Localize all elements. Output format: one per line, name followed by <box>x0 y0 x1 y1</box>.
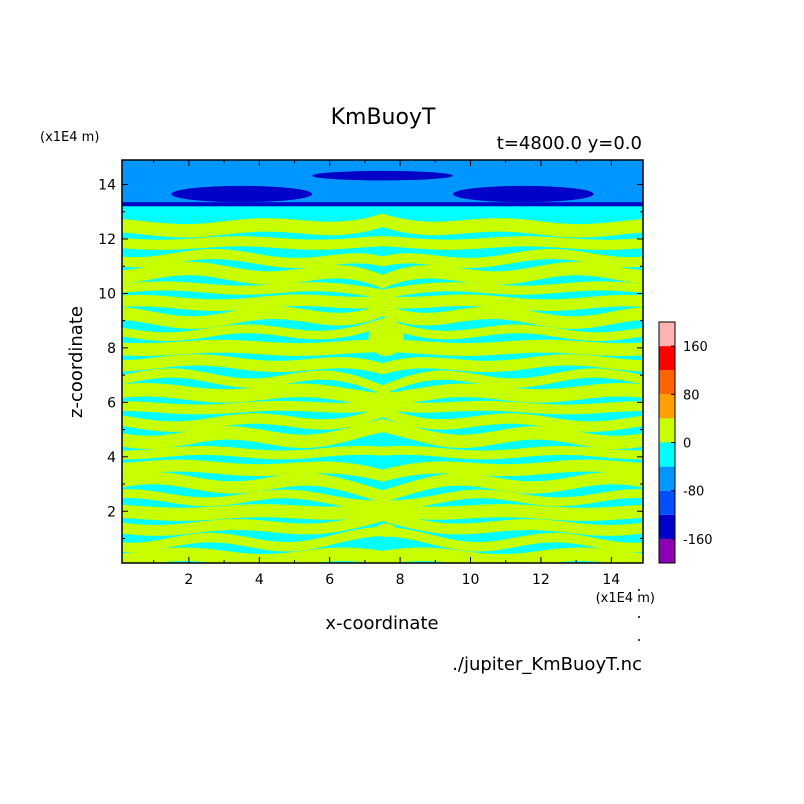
dot-marker <box>638 639 640 641</box>
heatmap-streak <box>122 526 643 553</box>
heatmap-band <box>122 202 643 207</box>
colorbar-swatch <box>659 322 675 347</box>
heatmap-streak <box>122 445 643 460</box>
heatmap-streak <box>122 459 643 482</box>
colorbar-swatch <box>659 514 675 539</box>
heatmap-streak <box>122 354 643 375</box>
colorbar-swatch <box>659 346 675 371</box>
colorbar-swatch <box>659 370 675 395</box>
colorbar-tick-label: 80 <box>683 388 700 403</box>
colorbar-tick-label: 0 <box>683 437 691 452</box>
heatmap-streak <box>122 303 643 329</box>
heatmap-blob <box>375 523 397 538</box>
x-tick-label: 8 <box>396 572 405 588</box>
x-tick-label: 4 <box>255 572 264 588</box>
source-filename: ./jupiter_KmBuoyT.nc <box>452 654 642 675</box>
heatmap-blob <box>368 317 404 357</box>
y-axis-unit: (x1E4 m) <box>40 130 99 145</box>
colorbar-swatch <box>659 538 675 563</box>
heatmap-streak <box>122 489 643 510</box>
x-axis-label: x-coordinate <box>325 613 438 634</box>
heatmap-streak <box>122 294 643 311</box>
y-tick-label: 2 <box>107 504 116 520</box>
heatmap-lens <box>171 185 313 203</box>
heatmap-streak <box>122 547 643 563</box>
heatmap-streak <box>122 213 643 238</box>
x-axis: 2 4 6 8 10 12 14 <box>153 160 620 588</box>
colorbar: 160 80 0 -80 -160 <box>658 321 713 564</box>
colorbar-tick-label: -80 <box>683 485 704 500</box>
y-tick-label: 10 <box>98 286 116 302</box>
plot-frame <box>121 159 644 564</box>
heatmap-lens <box>452 185 594 203</box>
heatmap-streak <box>122 261 643 289</box>
heatmap-streak <box>122 501 643 521</box>
x-tick-label: 12 <box>532 572 550 588</box>
heatmap-streak <box>122 472 643 503</box>
colorbar-swatch <box>659 394 675 419</box>
y-tick-label: 6 <box>107 395 116 411</box>
colorbar-swatch <box>659 418 675 443</box>
x-tick-label: 2 <box>184 572 193 588</box>
heatmap-lens <box>312 170 453 181</box>
x-tick-label: 14 <box>602 572 620 588</box>
x-tick-label: 6 <box>325 572 334 588</box>
heatmap-streak <box>122 510 643 536</box>
heatmap-streak <box>122 236 643 250</box>
y-tick-label: 4 <box>107 450 116 466</box>
heatmap-streak <box>122 418 643 450</box>
heatmap-streak <box>122 368 643 395</box>
y-tick-label: 8 <box>107 341 116 357</box>
y-axis-label: z-coordinate <box>66 306 87 418</box>
x-tick-label: 10 <box>462 572 480 588</box>
y-tick-label: 14 <box>98 178 116 194</box>
colorbar-swatch <box>659 466 675 491</box>
colorbar-tick-label: -160 <box>683 533 713 548</box>
y-tick-label: 12 <box>98 232 116 248</box>
dot-marker <box>638 616 640 618</box>
plot-area <box>122 160 643 563</box>
chart-title: KmBuoyT <box>331 105 436 130</box>
chart-subtitle: t=4800.0 y=0.0 <box>497 133 642 154</box>
y-axis: 2 4 6 8 10 12 14 <box>98 178 643 539</box>
x-axis-unit: (x1E4 m) <box>596 591 655 606</box>
heatmap-streak <box>122 281 643 299</box>
colorbar-swatch <box>659 442 675 467</box>
dot-marker <box>638 589 640 591</box>
heatmap-streak <box>122 248 643 268</box>
colorbar-swatch <box>659 490 675 515</box>
colorbar-tick-label: 160 <box>683 340 708 355</box>
heatmap-blob <box>375 391 397 408</box>
heatmap-streak <box>122 406 643 432</box>
